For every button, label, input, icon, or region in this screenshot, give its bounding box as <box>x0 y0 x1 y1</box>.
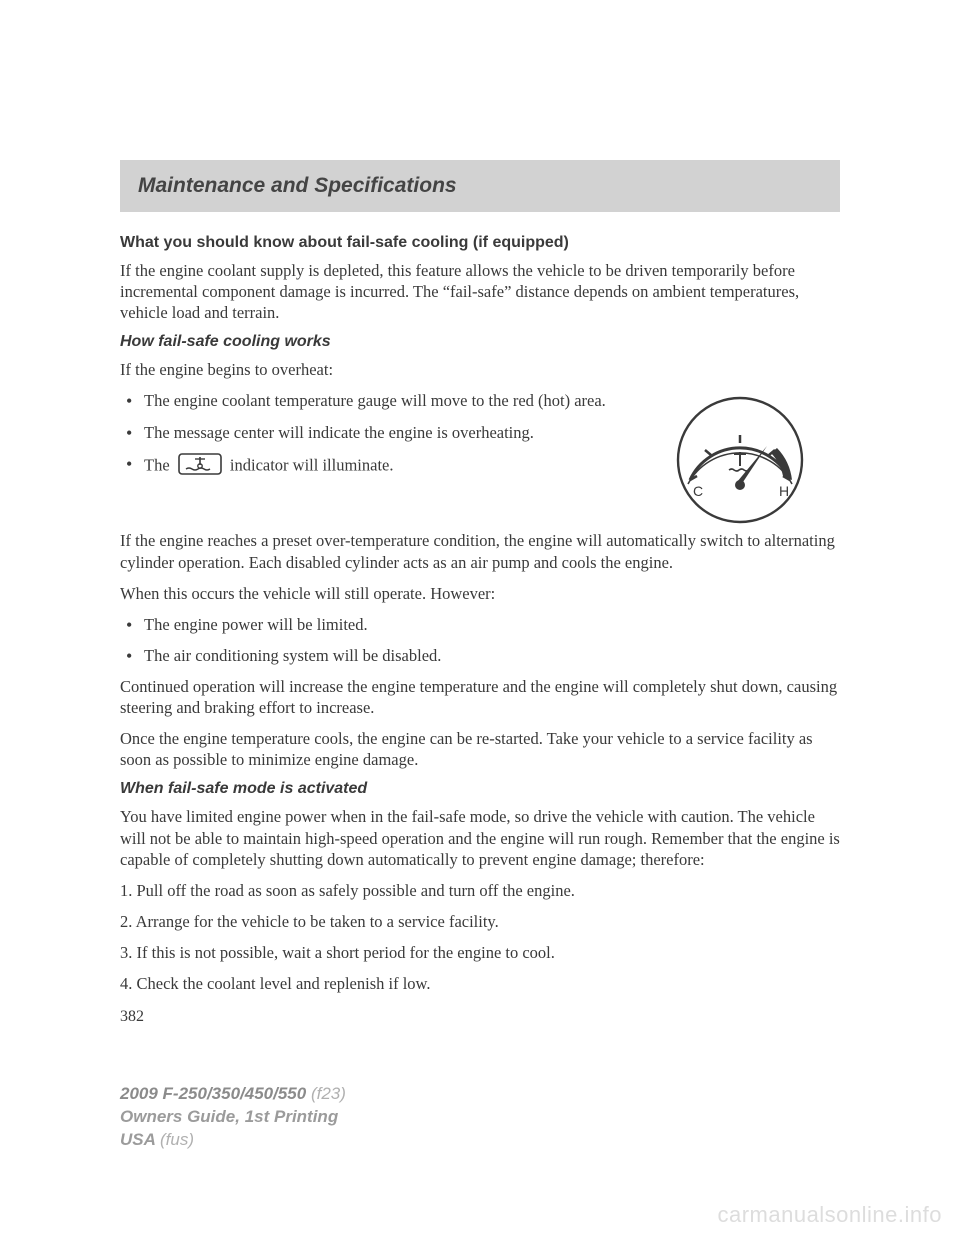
list-item: The air conditioning system will be disa… <box>120 645 840 666</box>
paragraph: If the engine begins to overheat: <box>120 359 840 380</box>
bullet-list: The engine power will be limited. The ai… <box>120 614 840 666</box>
section-header-title: Maintenance and Specifications <box>138 174 822 198</box>
paragraph: If the engine coolant supply is depleted… <box>120 260 840 323</box>
footer-line-2: Owners Guide, 1st Printing <box>120 1106 346 1129</box>
section-header-bar: Maintenance and Specifications <box>120 160 840 212</box>
paragraph: Once the engine temperature cools, the e… <box>120 728 840 770</box>
list-item: The engine power will be limited. <box>120 614 840 635</box>
step-item: 1. Pull off the road as soon as safely p… <box>120 880 840 901</box>
bullet-list: The engine coolant temperature gauge wil… <box>120 390 622 479</box>
paragraph: When this occurs the vehicle will still … <box>120 583 840 604</box>
page-content: Maintenance and Specifications What you … <box>0 0 960 1026</box>
step-item: 3. If this is not possible, wait a short… <box>120 942 840 963</box>
subheading-failsafe-intro: What you should know about fail-safe coo… <box>120 234 840 252</box>
bullet3-suffix: indicator will illuminate. <box>230 455 394 474</box>
subheading-how-works: How fail-safe cooling works <box>120 333 840 351</box>
paragraph: You have limited engine power when in th… <box>120 806 840 869</box>
list-item: The engine coolant temperature gauge wil… <box>120 390 622 411</box>
footer-line-1: 2009 F-250/350/450/550 (f23) <box>120 1083 346 1106</box>
bullets-with-gauge: The engine coolant temperature gauge wil… <box>120 390 840 530</box>
footer-model: 2009 F-250/350/450/550 <box>120 1084 306 1103</box>
step-item: 2. Arrange for the vehicle to be taken t… <box>120 911 840 932</box>
page-number: 382 <box>120 1008 840 1026</box>
footer-region-code: (fus) <box>160 1130 194 1149</box>
paragraph: If the engine reaches a preset over-temp… <box>120 530 840 572</box>
watermark-text: carmanualsonline.info <box>717 1202 942 1228</box>
footer-line-3: USA (fus) <box>120 1129 346 1152</box>
step-item: 4. Check the coolant level and replenish… <box>120 973 840 994</box>
gauge-cold-label: C <box>693 483 703 499</box>
bullet-column: The engine coolant temperature gauge wil… <box>120 390 622 489</box>
footer-code: (f23) <box>311 1084 346 1103</box>
footer-region: USA <box>120 1130 155 1149</box>
coolant-warning-icon <box>178 453 222 480</box>
list-item: The indicator will illuminate. <box>120 453 622 480</box>
paragraph: Continued operation will increase the en… <box>120 676 840 718</box>
gauge-figure: C H <box>640 390 840 530</box>
subheading-when-activated: When fail-safe mode is activated <box>120 780 840 798</box>
gauge-hot-label: H <box>779 483 789 499</box>
list-item: The message center will indicate the eng… <box>120 422 622 443</box>
footer-block: 2009 F-250/350/450/550 (f23) Owners Guid… <box>120 1083 346 1152</box>
temperature-gauge-icon: C H <box>655 390 825 530</box>
bullet3-prefix: The <box>144 455 170 474</box>
